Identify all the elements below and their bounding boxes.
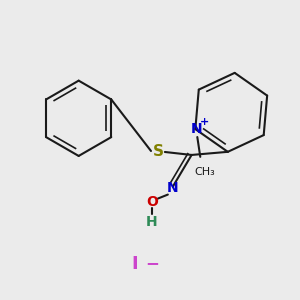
- Text: −: −: [145, 254, 159, 272]
- Text: CH₃: CH₃: [195, 167, 216, 177]
- Text: I: I: [132, 255, 139, 273]
- Text: H: H: [146, 215, 158, 229]
- Text: N: N: [190, 122, 202, 136]
- Text: O: O: [146, 194, 158, 208]
- Text: +: +: [200, 117, 209, 127]
- Text: N: N: [167, 181, 178, 195]
- Text: S: S: [152, 145, 164, 160]
